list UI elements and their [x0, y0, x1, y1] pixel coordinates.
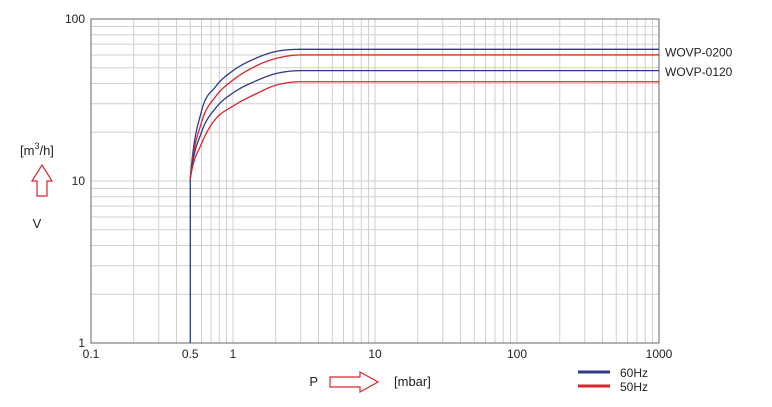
x-tick-label: 10 — [368, 347, 382, 361]
x-tick-label: 100 — [507, 347, 527, 361]
curve-wovp-0120-60hz — [189, 69, 659, 180]
x-tick-label: 0.1 — [83, 347, 100, 361]
curve-wovp-0200-60hz — [189, 48, 659, 179]
y-axis-label: V — [33, 216, 42, 231]
x-ticks: 0.1 0.5 1 10 100 1000 — [83, 347, 673, 361]
curves — [189, 48, 659, 343]
legend: 60Hz 50Hz — [578, 366, 648, 394]
curve-wovp-0200-50hz — [189, 54, 659, 179]
curve-wovp-0120-50hz — [189, 81, 659, 180]
y-arrow-icon — [30, 163, 54, 197]
x-tick-label: 0.5 — [182, 347, 199, 361]
y-ticks: 100 10 1 — [65, 12, 85, 350]
y-tick-label: 100 — [65, 12, 85, 26]
y-unit-label: [m3/h] — [20, 141, 54, 158]
y-tick-label: 1 — [78, 336, 85, 350]
series-labels: WOVP-0200 WOVP-0120 — [665, 46, 733, 79]
x-unit-label: [mbar] — [394, 374, 431, 389]
x-axis-label: P — [309, 374, 318, 389]
x-arrow-icon — [329, 370, 380, 394]
series-label: WOVP-0120 — [665, 65, 733, 79]
legend-label-50hz: 50Hz — [620, 380, 648, 394]
x-tick-label: 1000 — [646, 347, 673, 361]
series-label: WOVP-0200 — [665, 46, 733, 60]
y-tick-label: 10 — [72, 174, 86, 188]
legend-label-60hz: 60Hz — [620, 366, 648, 380]
y-unit-exponent: 3 — [34, 141, 39, 151]
plot-frame — [90, 18, 660, 344]
grid — [91, 19, 659, 343]
x-tick-label: 1 — [230, 347, 237, 361]
